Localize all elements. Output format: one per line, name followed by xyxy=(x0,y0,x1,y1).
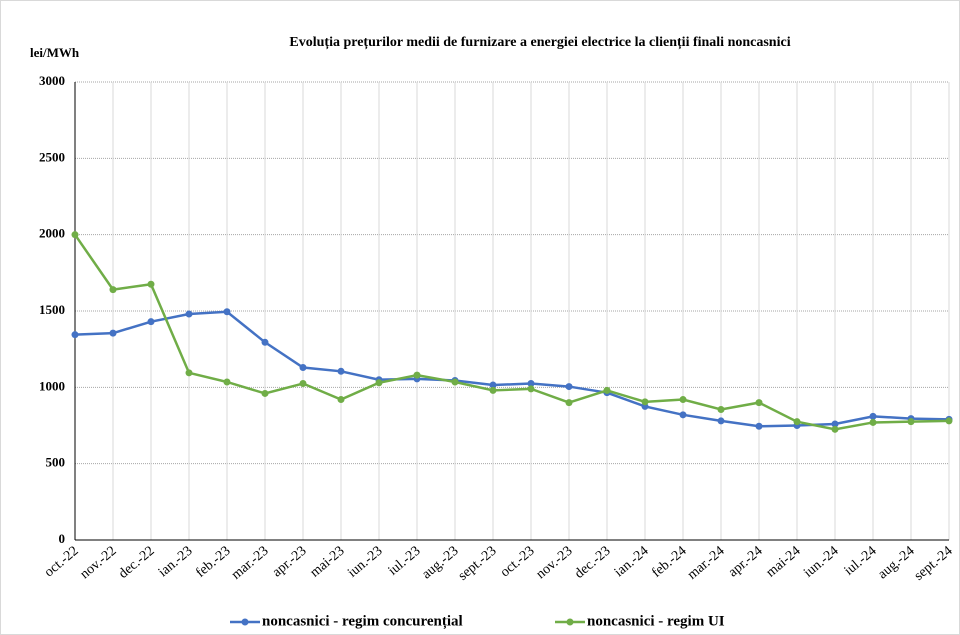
data-point xyxy=(527,380,535,388)
data-point xyxy=(337,396,345,404)
data-point xyxy=(109,286,117,294)
data-point xyxy=(413,371,421,379)
data-point xyxy=(71,331,79,339)
data-point xyxy=(299,363,307,371)
chart-title: Evoluția prețurilor medii de furnizare a… xyxy=(289,35,790,50)
data-point xyxy=(831,420,839,428)
data-point xyxy=(223,378,231,386)
legend-label: noncasnici - regim UI xyxy=(587,613,725,629)
legend-marker xyxy=(241,618,249,626)
data-point xyxy=(907,418,915,426)
data-point xyxy=(831,425,839,433)
data-point xyxy=(223,308,231,316)
series-line xyxy=(74,310,950,428)
data-point xyxy=(755,399,763,407)
y-axis-label: lei/MWh xyxy=(30,45,80,60)
y-tick-label: 500 xyxy=(46,455,66,470)
data-point xyxy=(717,405,725,413)
data-point xyxy=(261,338,269,346)
data-point xyxy=(147,280,155,288)
data-point xyxy=(109,329,117,337)
data-point xyxy=(755,422,763,430)
y-tick-label: 2000 xyxy=(39,226,65,241)
legend-marker xyxy=(566,618,574,626)
series-line xyxy=(73,233,950,431)
data-point xyxy=(793,418,801,426)
data-point xyxy=(261,389,269,397)
data-point xyxy=(337,367,345,375)
y-tick-label: 1500 xyxy=(39,302,65,317)
data-point xyxy=(489,386,497,394)
data-point xyxy=(299,380,307,388)
y-tick-label: 2500 xyxy=(39,149,65,164)
data-point xyxy=(717,417,725,425)
data-point xyxy=(375,379,383,387)
data-point xyxy=(185,310,193,318)
data-point xyxy=(565,399,573,407)
data-point xyxy=(869,418,877,426)
data-point xyxy=(641,398,649,406)
data-point xyxy=(869,412,877,420)
y-tick-label: 1000 xyxy=(39,378,65,393)
data-point xyxy=(679,396,687,404)
y-tick-label: 0 xyxy=(59,531,66,546)
data-point xyxy=(71,231,79,239)
data-point xyxy=(147,318,155,326)
data-point xyxy=(945,417,953,425)
data-point xyxy=(603,386,611,394)
data-point xyxy=(185,369,193,377)
legend-label: noncasnici - regim concurențial xyxy=(262,613,463,629)
data-point xyxy=(679,411,687,419)
y-tick-label: 3000 xyxy=(39,73,65,88)
data-point xyxy=(527,385,535,393)
data-point xyxy=(565,383,573,391)
data-point xyxy=(451,378,459,386)
data-point xyxy=(489,381,497,389)
